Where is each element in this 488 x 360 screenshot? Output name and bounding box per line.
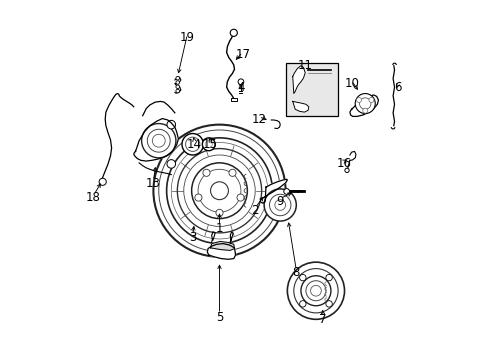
- Circle shape: [228, 169, 236, 176]
- Text: 4: 4: [237, 81, 244, 94]
- Circle shape: [237, 194, 244, 201]
- Circle shape: [203, 169, 210, 176]
- Text: 18: 18: [85, 192, 100, 204]
- Circle shape: [344, 168, 348, 172]
- Circle shape: [230, 29, 237, 36]
- Circle shape: [356, 98, 361, 103]
- Circle shape: [325, 301, 332, 307]
- Circle shape: [99, 178, 106, 185]
- Circle shape: [176, 89, 179, 93]
- Text: 6: 6: [393, 81, 401, 94]
- Polygon shape: [210, 242, 234, 250]
- Circle shape: [176, 76, 179, 80]
- Circle shape: [142, 123, 176, 158]
- Text: 14: 14: [186, 138, 202, 151]
- Polygon shape: [292, 102, 308, 112]
- Text: 2: 2: [251, 204, 259, 217]
- Text: 13: 13: [146, 177, 161, 190]
- Text: 15: 15: [203, 138, 218, 151]
- Circle shape: [362, 108, 367, 113]
- Text: 8: 8: [292, 266, 299, 279]
- Polygon shape: [260, 179, 287, 203]
- Circle shape: [202, 138, 215, 151]
- Polygon shape: [292, 66, 305, 94]
- Polygon shape: [349, 95, 378, 116]
- Bar: [230, 98, 237, 102]
- Circle shape: [182, 134, 203, 155]
- Circle shape: [176, 81, 179, 84]
- Text: 19: 19: [180, 31, 194, 44]
- Circle shape: [166, 120, 175, 129]
- Circle shape: [216, 209, 223, 216]
- Text: 17: 17: [235, 49, 250, 62]
- Text: 10: 10: [344, 77, 358, 90]
- Text: 16: 16: [336, 157, 351, 170]
- Bar: [285, 63, 338, 116]
- Circle shape: [166, 159, 175, 168]
- Polygon shape: [134, 118, 178, 161]
- Circle shape: [194, 194, 202, 201]
- Circle shape: [299, 301, 305, 307]
- Circle shape: [368, 98, 373, 103]
- Circle shape: [264, 189, 296, 221]
- Text: 11: 11: [297, 59, 312, 72]
- Text: 7: 7: [319, 313, 326, 326]
- Text: 1: 1: [215, 222, 223, 235]
- Text: 5: 5: [215, 311, 223, 324]
- Circle shape: [238, 79, 244, 85]
- Circle shape: [283, 189, 289, 194]
- Circle shape: [210, 182, 228, 200]
- Circle shape: [176, 85, 179, 89]
- Circle shape: [354, 94, 374, 113]
- Circle shape: [287, 262, 344, 319]
- Circle shape: [325, 274, 332, 281]
- Text: 3: 3: [189, 231, 196, 244]
- Circle shape: [299, 274, 305, 281]
- Text: 9: 9: [276, 195, 284, 208]
- Circle shape: [191, 163, 247, 219]
- Polygon shape: [207, 244, 235, 259]
- Circle shape: [300, 276, 330, 306]
- Text: 12: 12: [251, 113, 266, 126]
